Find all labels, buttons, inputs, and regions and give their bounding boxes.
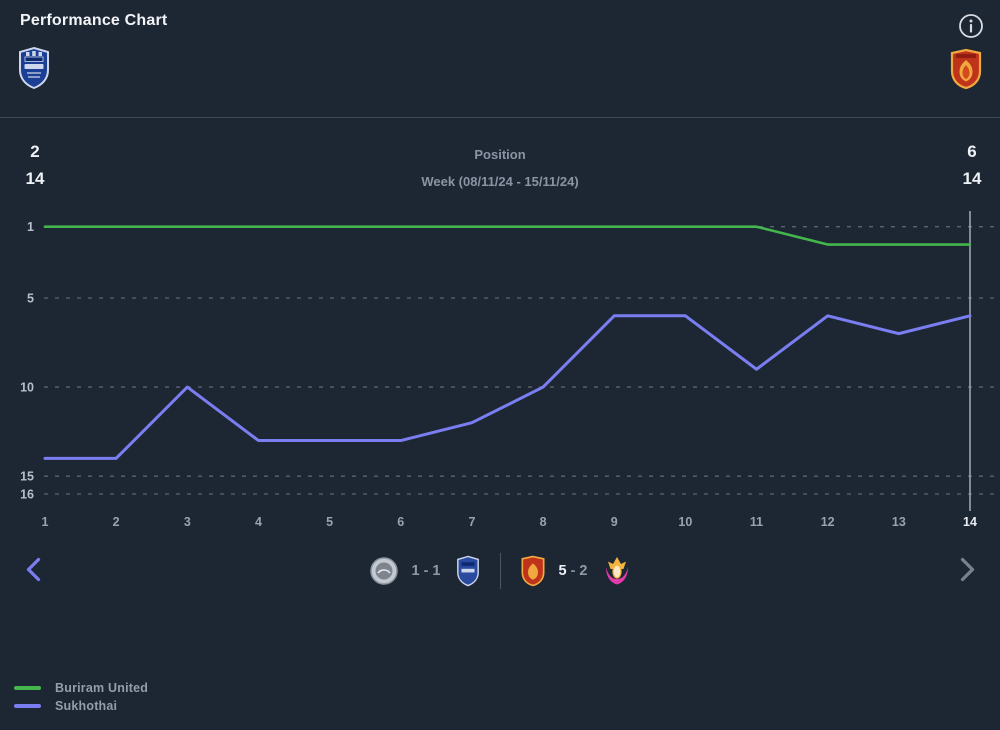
y-axis-label: 16 [20,488,34,502]
position-chart[interactable]: 1 5 10 15 16 1 2 3 4 5 6 7 8 9 10 11 12 13 14 [0,205,1000,540]
legend-label: Sukhothai [55,699,118,713]
match-result-1[interactable]: 1-1 [369,555,481,587]
header-divider [0,117,1000,118]
metric-label: Position [474,147,526,162]
next-week-button[interactable] [952,556,982,586]
legend-item-buriram-united: Buriram United [14,679,148,697]
x-axis-label: 10 [678,515,692,529]
home-week-value: 14 [25,169,45,188]
match-divider [499,553,501,589]
match-2-home-score: 5 [558,563,568,579]
chart-legend: Buriram United Sukhothai [14,679,148,715]
legend-label: Buriram United [55,681,149,695]
x-axis-label: 14 [963,515,977,529]
chevron-left-icon [26,557,40,582]
x-axis-label: 12 [821,515,835,529]
away-week-value: 14 [962,169,982,188]
page-title: Performance Chart [20,12,168,29]
legend-swatch-green [14,686,41,690]
x-axis-label: 6 [397,515,404,529]
y-axis-label: 5 [27,291,34,305]
x-axis-label: 9 [611,515,618,529]
away-team-stats: 6 14 [950,138,994,192]
match-1-score: 1-1 [412,563,442,579]
opponent-crest-icon [369,557,398,585]
sukhothai-crest-icon [520,555,545,587]
y-axis-label: 10 [20,381,34,395]
axis-header: Position Week (08/11/24 - 15/11/24) [0,141,1000,195]
prev-week-button[interactable] [18,556,48,586]
match-2-away-score: 2 [579,563,589,579]
legend-swatch-purple [14,704,41,708]
match-2-score: 5-2 [559,563,589,579]
match-results: 1-1 5-2 [0,550,1000,592]
home-position-value: 2 [30,142,40,161]
x-axis-label: 7 [468,515,475,529]
x-axis-label: 1 [42,515,49,529]
away-position-value: 6 [967,142,977,161]
x-axis-label: 11 [750,515,763,529]
series-line-sukhothai [43,314,972,460]
legend-item-sukhothai: Sukhothai [14,697,148,715]
x-axis-label: 8 [540,515,547,529]
opponent-star-crest-icon [605,557,628,585]
match-result-2[interactable]: 5-2 [520,555,632,587]
match-1-home-score: 1 [411,563,421,579]
x-axis-label: 5 [326,515,333,529]
x-axis-label: 13 [892,515,906,529]
home-team-stats: 2 14 [13,138,57,192]
series-line-buriram-united [43,225,972,246]
score-separator: - [423,563,430,579]
y-axis-label: 15 [20,470,34,484]
x-axis-label: 2 [113,515,120,529]
x-axis-label: 3 [184,515,191,529]
info-button[interactable] [958,13,984,39]
sukhothai-crest-icon [950,48,982,90]
buriram-united-crest-icon [456,555,479,587]
y-axis-label: 1 [27,220,34,234]
buriram-united-crest-icon [19,46,49,90]
match-1-away-score: 1 [432,563,442,579]
score-separator: - [570,563,577,579]
chevron-right-icon [960,557,974,582]
info-icon [959,14,983,38]
week-range-label: Week (08/11/24 - 15/11/24) [421,174,579,189]
x-axis-label: 4 [255,515,262,529]
